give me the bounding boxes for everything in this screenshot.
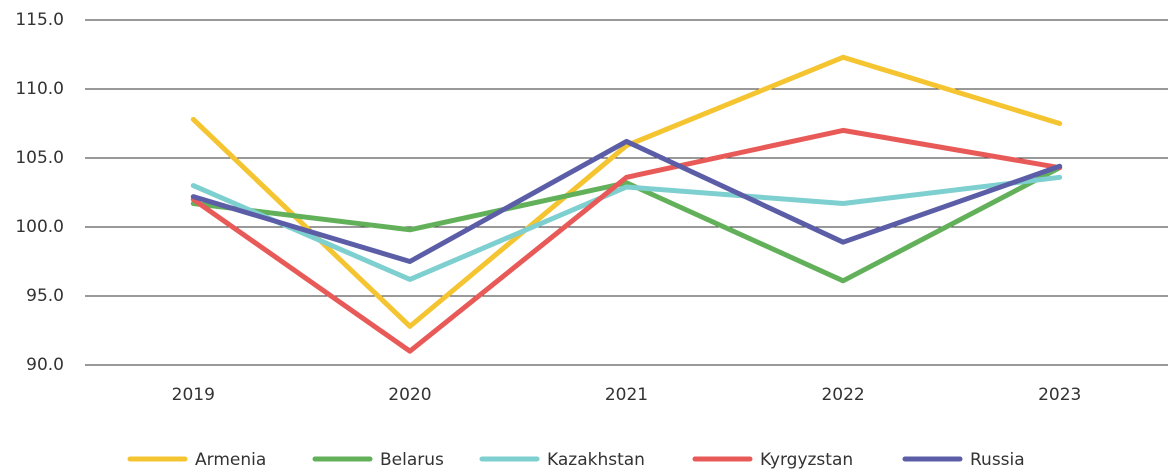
y-tick-label: 105.0 [15, 148, 64, 168]
series-line [190, 127, 1063, 354]
y-tick-label: 95.0 [26, 286, 64, 306]
y-tick-label: 90.0 [26, 355, 64, 375]
legend-label: Russia [970, 450, 1025, 470]
legend-label: Armenia [195, 450, 266, 470]
x-tick-label: 2023 [1038, 385, 1081, 405]
legend-label: Kazakhstan [547, 450, 645, 470]
y-tick-label: 100.0 [15, 217, 64, 237]
x-tick-label: 2019 [172, 385, 215, 405]
x-tick-label: 2022 [821, 385, 864, 405]
series-line [190, 138, 1063, 264]
series-line [190, 165, 1063, 284]
legend-label: Kyrgyzstan [760, 450, 853, 470]
series-line [190, 54, 1063, 329]
legend-label: Belarus [380, 450, 444, 470]
x-tick-label: 2021 [605, 385, 648, 405]
series-line [190, 174, 1063, 282]
x-tick-label: 2020 [388, 385, 431, 405]
y-tick-label: 115.0 [15, 10, 64, 30]
y-tick-label: 110.0 [15, 79, 64, 99]
